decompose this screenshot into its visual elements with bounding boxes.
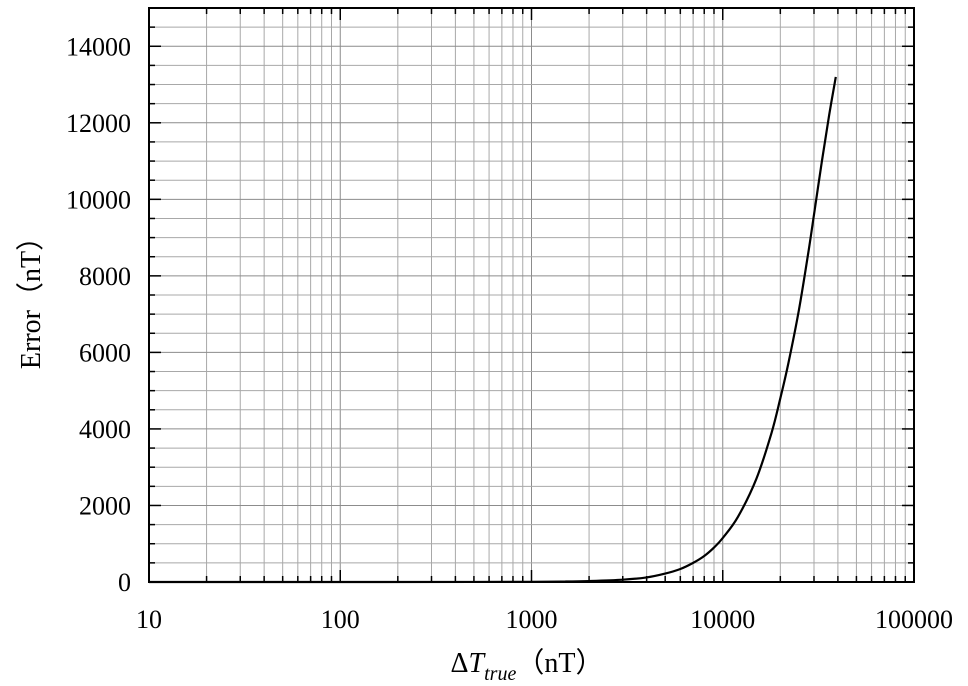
x-axis-title-unit: （nT） xyxy=(516,647,603,679)
x-tick-label: 1000 xyxy=(506,605,558,634)
y-tick-label: 8000 xyxy=(79,262,131,291)
y-tick-label: 12000 xyxy=(66,109,131,138)
x-axis-title-delta: Δ xyxy=(451,648,469,679)
y-tick-label: 14000 xyxy=(66,32,131,61)
y-tick-label: 0 xyxy=(118,568,131,597)
error-curve xyxy=(148,76,837,584)
grid xyxy=(148,7,915,583)
x-tick-labels: 10 100 1000 10000 100000 xyxy=(136,605,953,634)
x-axis-title-sub: true xyxy=(484,663,516,685)
x-axis-title-var: T xyxy=(469,648,487,679)
y-tick-label: 10000 xyxy=(66,185,131,214)
x-tick-label: 100 xyxy=(321,605,360,634)
y-tick-label: 6000 xyxy=(79,338,131,367)
y-axis-title: Error（nT） xyxy=(15,223,47,369)
y-tick-label: 4000 xyxy=(79,415,131,444)
x-tick-label: 100000 xyxy=(875,605,953,634)
x-tick-label: 10 xyxy=(136,605,162,634)
y-tick-label: 2000 xyxy=(79,491,131,520)
x-tick-label: 10000 xyxy=(690,605,755,634)
x-axis-title: ΔTtrue（nT） xyxy=(451,647,604,685)
y-tick-labels: 0 2000 4000 6000 8000 10000 12000 14000 xyxy=(66,32,131,597)
